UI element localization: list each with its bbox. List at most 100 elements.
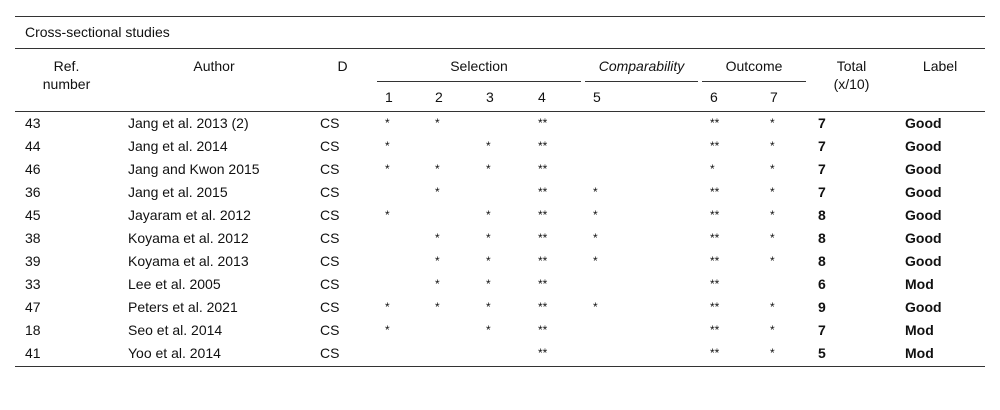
label-cell: Mod — [905, 276, 934, 292]
ref-cell: 46 — [25, 161, 41, 177]
label-cell: Mod — [895, 342, 986, 367]
item-cell: * — [435, 254, 440, 268]
total-cell: 7 — [818, 322, 826, 338]
item-cell — [375, 273, 425, 296]
item-cell — [476, 342, 528, 367]
total-cell: 6 — [818, 276, 826, 292]
table-row: 41 Yoo et al. 2014 CS ** ** * 5 Mod — [15, 342, 986, 367]
item-cell: ** — [710, 208, 720, 222]
header-item: 4 — [528, 82, 583, 112]
table-row: 33 Lee et al. 2005 CS * * ** ** 6 Mod — [15, 273, 985, 296]
total-cell: 7 — [818, 138, 826, 154]
author-cell: Jayaram et al. 2012 — [128, 207, 251, 223]
design-cell: CS — [320, 115, 340, 131]
item-cell — [760, 273, 808, 296]
label-cell: Good — [905, 161, 942, 177]
item-cell: * — [385, 116, 390, 130]
item-cell: ** — [710, 139, 720, 153]
item-cell: * — [486, 277, 491, 291]
design-cell: CS — [310, 342, 375, 367]
header-item: 5 — [583, 82, 700, 112]
item-cell — [476, 181, 528, 204]
label-cell: Good — [905, 184, 942, 200]
design-cell: CS — [320, 322, 340, 338]
item-cell: * — [435, 116, 440, 130]
design-cell: CS — [320, 253, 340, 269]
header-comparability: Comparability — [585, 57, 698, 82]
item-cell: * — [486, 231, 491, 245]
item-cell: ** — [538, 254, 548, 268]
table-row: 47 Peters et al. 2021 CS * * * ** * ** * 9 Good — [15, 296, 985, 319]
label-cell: Mod — [905, 322, 934, 338]
total-cell: 7 — [818, 161, 826, 177]
item-cell — [583, 112, 700, 136]
design-cell: CS — [320, 161, 340, 177]
label-cell: Good — [905, 299, 942, 315]
table-row: 43 Jang et al. 2013 (2) CS * * ** ** * 7 Good — [15, 112, 985, 136]
ref-cell: 38 — [25, 230, 41, 246]
ref-cell: 36 — [25, 184, 41, 200]
header-ref: Ref. number — [42, 58, 91, 92]
item-cell — [425, 342, 476, 367]
table-row: 38 Koyama et al. 2012 CS * * ** * ** * 8 Good — [15, 227, 985, 250]
header-d: D — [310, 48, 375, 112]
item-cell: * — [770, 231, 775, 245]
item-cell: * — [486, 208, 491, 222]
quality-table: Cross-sectional studies Ref. number Auth… — [15, 16, 986, 367]
header-item: 6 — [700, 82, 760, 112]
item-cell — [583, 342, 700, 367]
header-item: 1 — [375, 82, 425, 112]
item-cell: * — [435, 277, 440, 291]
item-cell: * — [710, 162, 715, 176]
item-cell: * — [486, 162, 491, 176]
table-row: 36 Jang et al. 2015 CS * ** * ** * 7 Good — [15, 181, 985, 204]
item-cell: * — [770, 323, 775, 337]
label-cell: Good — [905, 138, 942, 154]
total-cell: 9 — [818, 299, 826, 315]
header-label: Label — [895, 48, 986, 112]
item-cell — [375, 227, 425, 250]
item-cell: * — [435, 231, 440, 245]
item-cell — [583, 158, 700, 181]
item-cell: ** — [538, 300, 548, 314]
header-selection: Selection — [377, 57, 581, 82]
item-cell: ** — [710, 277, 720, 291]
ref-cell: 18 — [25, 322, 41, 338]
author-cell: Koyama et al. 2012 — [128, 230, 249, 246]
item-cell — [476, 112, 528, 136]
author-cell: Lee et al. 2005 — [128, 276, 221, 292]
item-cell — [375, 181, 425, 204]
item-cell: ** — [700, 342, 760, 367]
label-cell: Good — [905, 207, 942, 223]
item-cell: * — [385, 208, 390, 222]
item-cell: * — [770, 300, 775, 314]
author-cell: Jang et al. 2014 — [128, 138, 228, 154]
design-cell: CS — [320, 230, 340, 246]
item-cell — [375, 342, 425, 367]
ref-cell: 45 — [25, 207, 41, 223]
item-cell: * — [593, 231, 598, 245]
item-cell: ** — [538, 208, 548, 222]
item-cell: * — [486, 323, 491, 337]
author-cell: Seo et al. 2014 — [128, 322, 223, 338]
table-row: 44 Jang et al. 2014 CS * * ** ** * 7 Good — [15, 135, 985, 158]
item-cell: * — [593, 300, 598, 314]
item-cell: ** — [710, 231, 720, 245]
item-cell: * — [385, 323, 390, 337]
item-cell: ** — [538, 277, 548, 291]
item-cell: * — [435, 185, 440, 199]
item-cell: * — [593, 208, 598, 222]
ref-cell: 43 — [25, 115, 41, 131]
header-item: 3 — [476, 82, 528, 112]
total-cell: 5 — [808, 342, 895, 367]
item-cell: * — [770, 139, 775, 153]
ref-cell: 33 — [25, 276, 41, 292]
item-cell: * — [770, 208, 775, 222]
author-cell: Peters et al. 2021 — [128, 299, 238, 315]
ref-cell: 39 — [25, 253, 41, 269]
item-cell: ** — [710, 300, 720, 314]
item-cell: ** — [710, 116, 720, 130]
item-cell: * — [385, 139, 390, 153]
author-cell: Koyama et al. 2013 — [128, 253, 249, 269]
